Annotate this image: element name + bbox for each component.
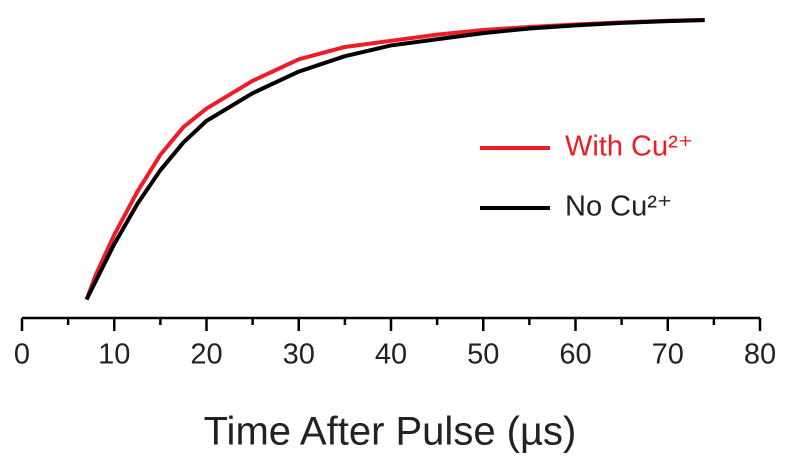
legend-label: With Cu²⁺ (565, 131, 693, 163)
x-tick-label: 30 (283, 339, 315, 371)
x-tick-label: 40 (375, 339, 407, 371)
x-tick-label: 80 (744, 339, 776, 371)
x-axis-title: Time After Pulse (µs) (204, 410, 577, 454)
x-tick-label: 50 (467, 339, 499, 371)
x-tick-label: 70 (652, 339, 684, 371)
legend-label: No Cu²⁺ (565, 191, 672, 223)
x-tick-label: 10 (98, 339, 130, 371)
series-line (84, 18, 705, 301)
x-tick-label: 0 (14, 339, 30, 371)
x-tick-label: 20 (190, 339, 222, 371)
x-tick-label: 60 (559, 339, 591, 371)
